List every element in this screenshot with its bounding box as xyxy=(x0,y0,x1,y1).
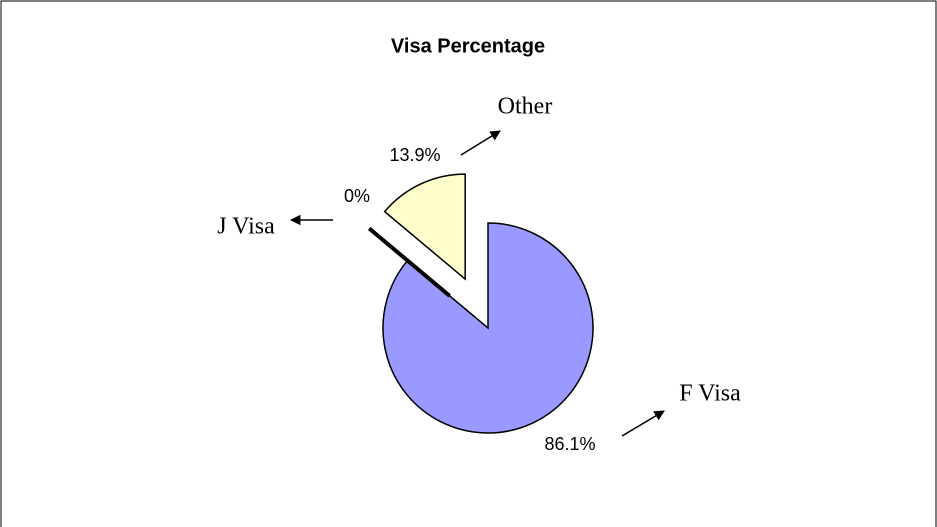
value-label: 0% xyxy=(344,186,370,206)
legend-label: F Visa xyxy=(679,381,741,407)
pie-slice xyxy=(367,226,451,298)
value-label: 13.9% xyxy=(389,145,440,165)
chart-title: Visa Percentage xyxy=(391,35,545,57)
label-arrow xyxy=(460,130,501,156)
pie-slice xyxy=(383,173,466,281)
value-label: 86.1% xyxy=(544,434,595,454)
legend-label: Other xyxy=(498,94,553,120)
pie-slice xyxy=(382,222,594,434)
label-arrow xyxy=(621,410,665,437)
legend-label: J Visa xyxy=(217,214,275,240)
